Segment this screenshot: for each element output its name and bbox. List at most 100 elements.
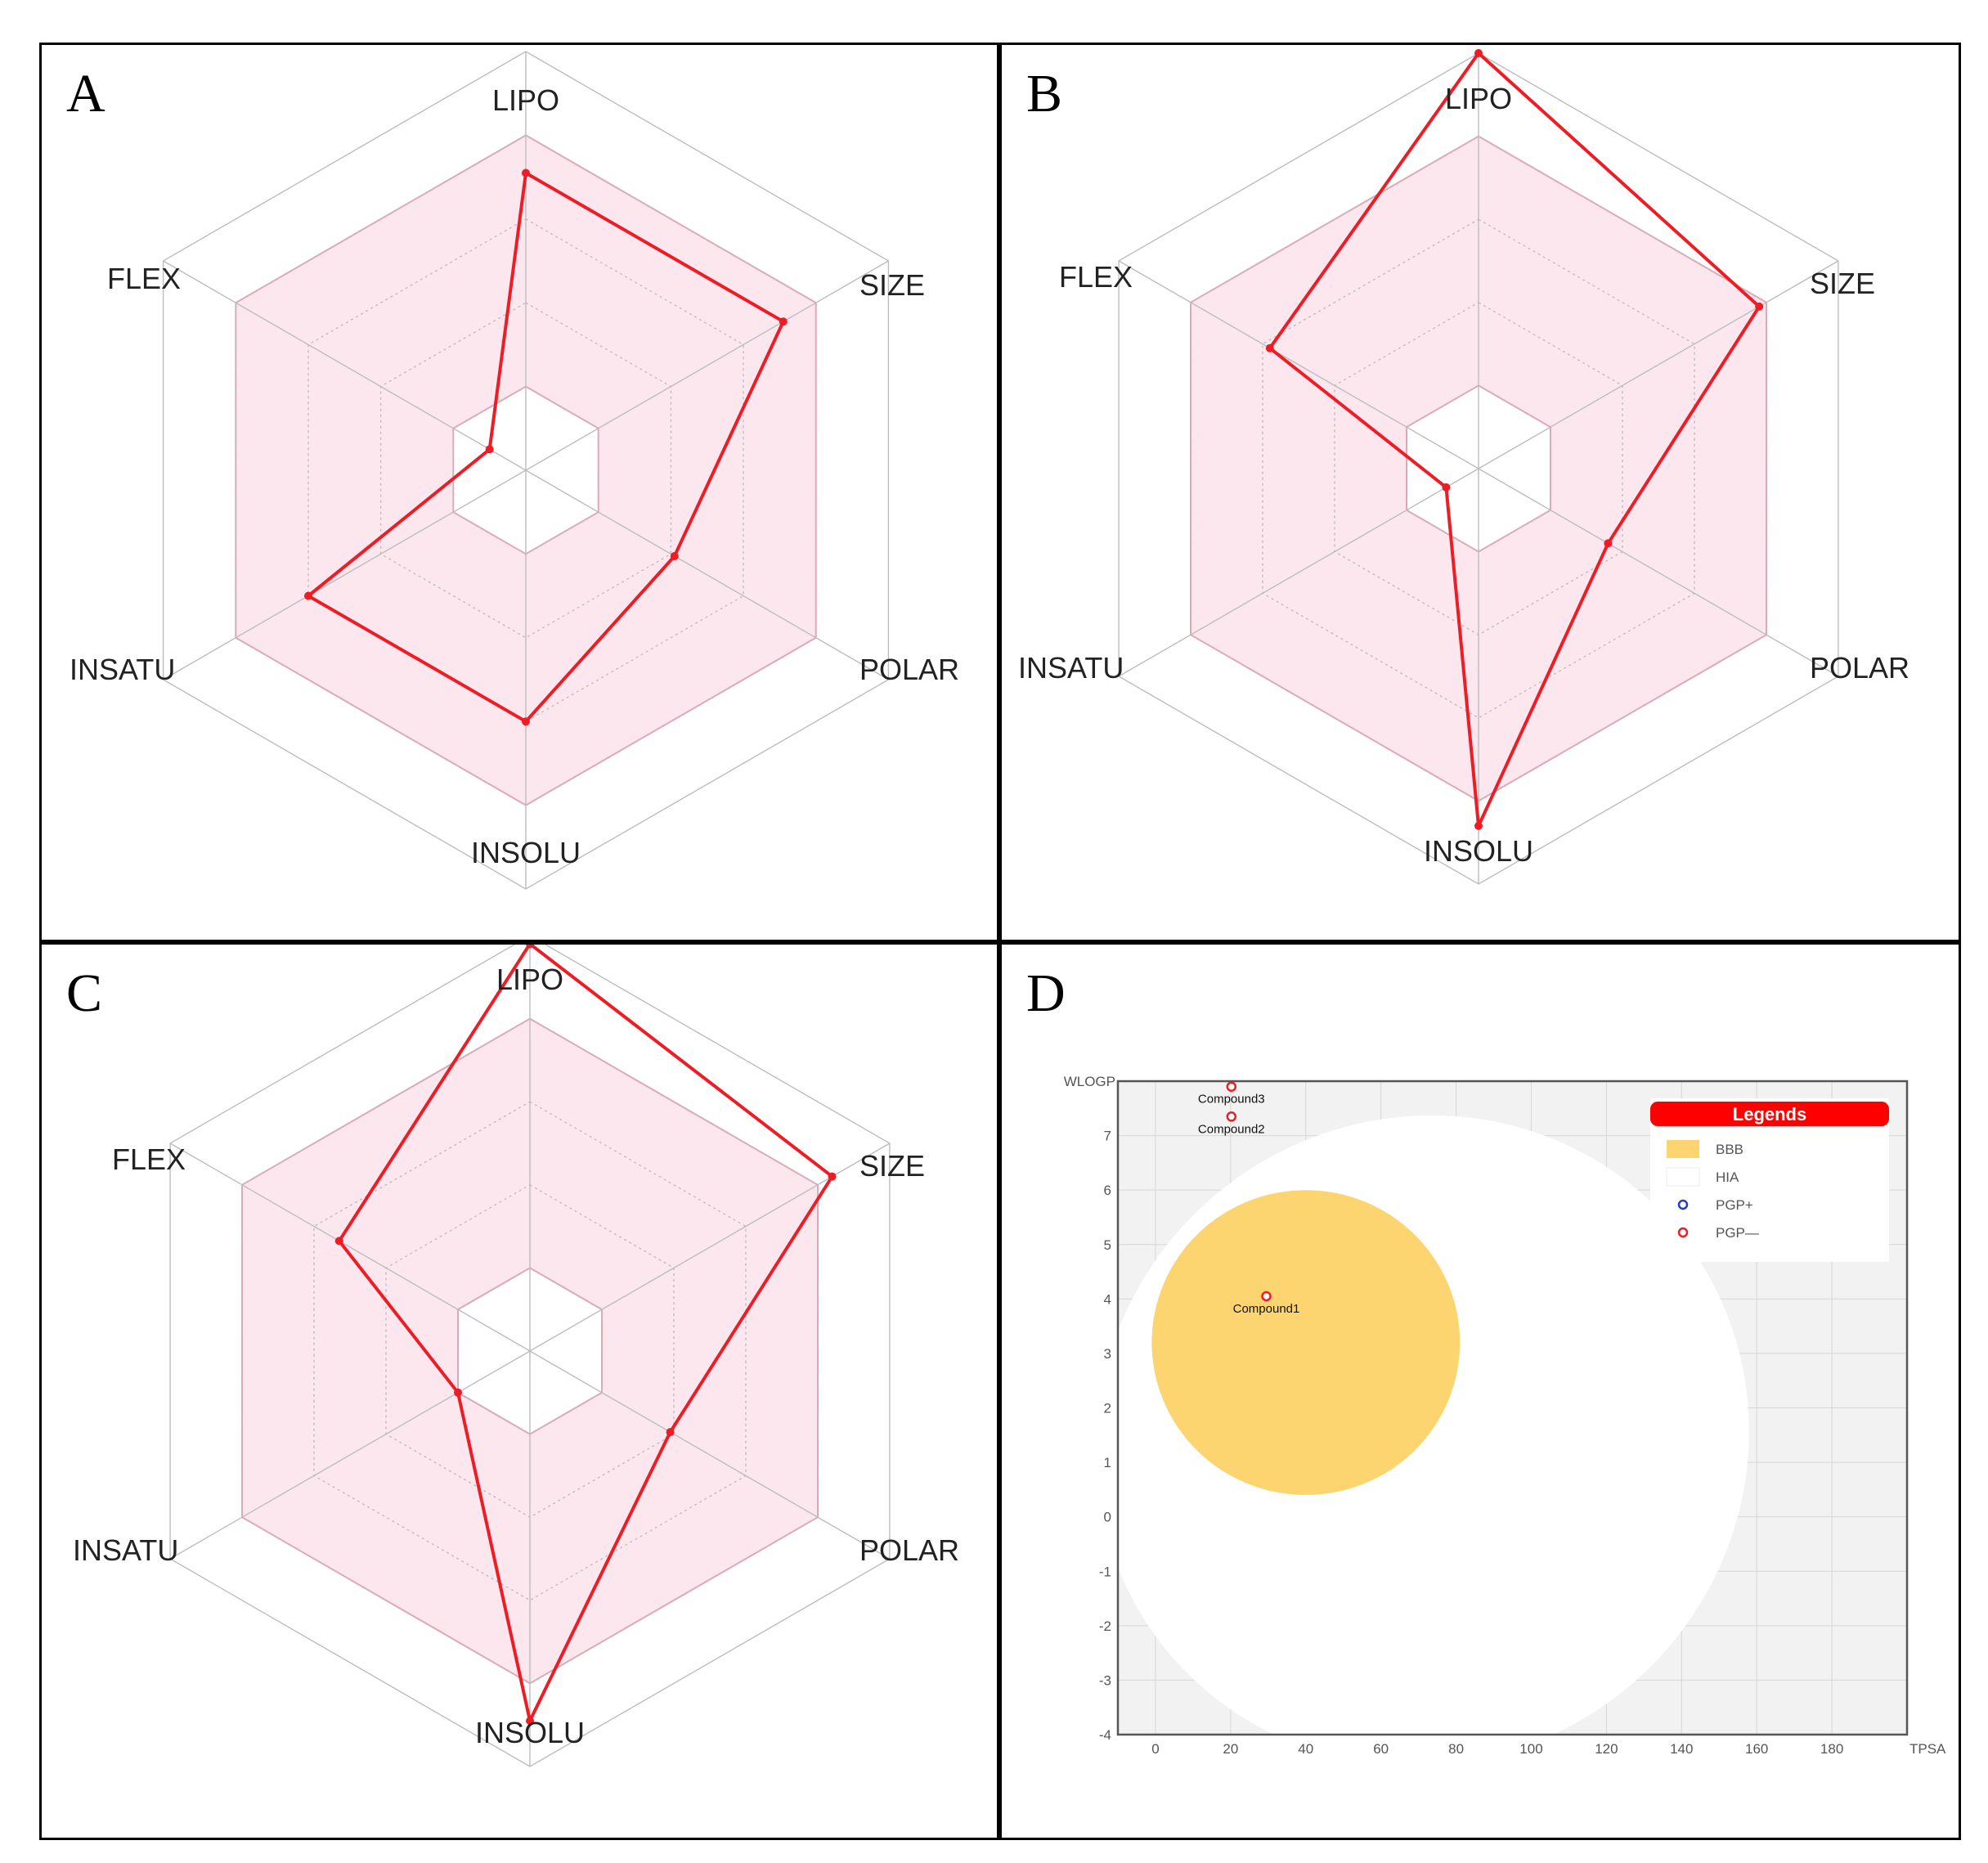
radar-chart-c: LIPO SIZE POLAR INSOLU INSATU FLEX bbox=[73, 945, 959, 1767]
radar-point-size bbox=[828, 1172, 837, 1181]
radar-point-lipo bbox=[526, 945, 534, 949]
radar-spoke bbox=[1478, 260, 1839, 469]
y-tick-label: 0 bbox=[1104, 1510, 1111, 1525]
panel-letter-d: D bbox=[1026, 963, 1066, 1023]
y-tick-label: -3 bbox=[1099, 1672, 1111, 1688]
radar-spoke bbox=[1478, 468, 1839, 677]
x-tick-label: 0 bbox=[1151, 1741, 1159, 1757]
y-tick-label: -1 bbox=[1099, 1564, 1111, 1579]
axis-label-flex: FLEX bbox=[107, 262, 181, 295]
legend-swatch-bbb bbox=[1667, 1140, 1699, 1158]
x-tick-label: 160 bbox=[1745, 1741, 1768, 1757]
y-tick-label: 5 bbox=[1104, 1237, 1111, 1253]
legend-header bbox=[1650, 1102, 1889, 1126]
axis-label-insatu: INSATU bbox=[73, 1533, 178, 1567]
panel-letter-c: C bbox=[66, 963, 103, 1023]
x-tick-label: 40 bbox=[1298, 1741, 1313, 1757]
radar-chart-b: LIPO SIZE POLAR INSOLU INSATU FLEX bbox=[1018, 49, 1909, 885]
radar-point-size bbox=[779, 317, 788, 326]
legend: Legends BBB HIA PGP+ PGP— bbox=[1650, 1098, 1889, 1262]
radar-spoke bbox=[525, 260, 889, 471]
x-tick-label: 100 bbox=[1519, 1741, 1542, 1757]
axis-label-insolu: INSOLU bbox=[1424, 834, 1533, 868]
axis-label-polar: POLAR bbox=[1810, 651, 1909, 685]
radar-spoke bbox=[1118, 468, 1479, 677]
y-tick-label: 3 bbox=[1104, 1346, 1111, 1362]
radar-point-polar bbox=[670, 552, 679, 560]
axis-label-flex: FLEX bbox=[1059, 260, 1133, 294]
point-label-compound3: Compound3 bbox=[1198, 1093, 1265, 1107]
panel-d: D 0 20 40 60 80 100 120 140 160 180 -4 -3 -2 -1 0 1 2 3 4 5… bbox=[999, 942, 1961, 1840]
axis-label-lipo: LIPO bbox=[1445, 82, 1512, 115]
radar-point-insatu bbox=[1442, 483, 1451, 492]
axis-label-lipo: LIPO bbox=[492, 83, 559, 117]
legend-item-label: HIA bbox=[1716, 1169, 1739, 1185]
radar-spoke bbox=[163, 260, 527, 471]
panel-letter-a: A bbox=[66, 64, 105, 123]
radar-point-polar bbox=[1604, 539, 1613, 548]
legend-item-label: BBB bbox=[1716, 1142, 1743, 1157]
axis-label-lipo: LIPO bbox=[496, 963, 563, 996]
panel-b: B LIPO SIZE POLAR INSOLU INSATU FLEX bbox=[999, 43, 1961, 942]
radar-point-insolu bbox=[526, 1717, 534, 1726]
axis-label-size: SIZE bbox=[859, 268, 925, 302]
axis-label-insatu: INSATU bbox=[70, 653, 175, 686]
legend-marker-pgp-minus bbox=[1677, 1227, 1689, 1238]
y-tick-label: 7 bbox=[1104, 1129, 1111, 1144]
radar-point-lipo bbox=[1474, 49, 1483, 57]
radar-point-insolu bbox=[522, 717, 530, 726]
axis-label-insatu: INSATU bbox=[1018, 651, 1124, 685]
radar-point-insatu bbox=[454, 1388, 462, 1397]
x-tick-label: 60 bbox=[1373, 1741, 1389, 1757]
axis-label-insolu: INSOLU bbox=[475, 1716, 585, 1749]
x-tick-label: 120 bbox=[1595, 1741, 1618, 1757]
axis-label-polar: POLAR bbox=[859, 653, 959, 686]
region-bbb bbox=[1151, 1190, 1461, 1495]
y-tick-label: 2 bbox=[1104, 1401, 1111, 1416]
y-tick-label: -2 bbox=[1099, 1618, 1111, 1634]
panel-letter-b: B bbox=[1026, 64, 1063, 123]
radar-point-flex bbox=[1265, 343, 1274, 352]
legend-title: Legends bbox=[1733, 1104, 1806, 1125]
axis-label-insolu: INSOLU bbox=[471, 836, 581, 869]
radar-point-insatu bbox=[304, 591, 312, 600]
y-tick-label: 6 bbox=[1104, 1183, 1111, 1198]
point-label-compound1: Compound1 bbox=[1233, 1302, 1300, 1316]
point-compound3 bbox=[1226, 1081, 1237, 1092]
legend-marker-pgp-plus bbox=[1677, 1199, 1689, 1210]
y-axis-label: WLOGP bbox=[1064, 1074, 1115, 1089]
radar-point-size bbox=[1755, 302, 1764, 311]
radar-point-polar bbox=[666, 1428, 675, 1437]
axis-label-polar: POLAR bbox=[859, 1533, 959, 1567]
radar-point-lipo bbox=[522, 168, 530, 177]
boiled-egg-chart: 0 20 40 60 80 100 120 140 160 180 -4 -3 -2 -1 0 1 2 3 4 5 6 7… bbox=[1064, 1074, 1946, 1757]
radar-chart-a: LIPO SIZE POLAR INSOLU INSATU FLEX bbox=[70, 51, 959, 890]
point-compound1 bbox=[1261, 1291, 1272, 1302]
plot-frame bbox=[1116, 1080, 1909, 1736]
x-tick-label: 180 bbox=[1820, 1741, 1843, 1757]
radar-spoke bbox=[525, 469, 889, 680]
axis-label-size: SIZE bbox=[1810, 267, 1875, 300]
radar-spoke bbox=[169, 1142, 531, 1352]
panel-c: C LIPO SIZE POLAR INSOLU INSATU FLEX bbox=[39, 942, 999, 1840]
point-compound2 bbox=[1226, 1111, 1237, 1122]
x-tick-label: 20 bbox=[1223, 1741, 1238, 1757]
radar-point-insolu bbox=[1474, 821, 1483, 830]
plot-content bbox=[1118, 1081, 1907, 1735]
y-tick-label: -4 bbox=[1099, 1727, 1111, 1743]
radar-spoke bbox=[163, 469, 527, 680]
axis-label-size: SIZE bbox=[859, 1149, 925, 1183]
x-axis-label: TPSA bbox=[1909, 1741, 1946, 1757]
legend-item-label: PGP+ bbox=[1716, 1197, 1753, 1213]
legend-swatch-hia bbox=[1666, 1167, 1700, 1187]
radar-spoke bbox=[1118, 260, 1479, 469]
panel-a: A LIPO SIZE POLAR INSOLU INSATU FLEX bbox=[39, 43, 999, 942]
x-tick-label: 140 bbox=[1670, 1741, 1693, 1757]
y-tick-label: 1 bbox=[1104, 1455, 1111, 1470]
radar-spoke bbox=[529, 1350, 891, 1560]
legend-item-label: PGP— bbox=[1716, 1225, 1759, 1241]
y-tick-label: 4 bbox=[1104, 1291, 1111, 1307]
radar-point-flex bbox=[334, 1237, 343, 1246]
axis-label-flex: FLEX bbox=[112, 1142, 186, 1176]
radar-spoke bbox=[169, 1350, 531, 1560]
